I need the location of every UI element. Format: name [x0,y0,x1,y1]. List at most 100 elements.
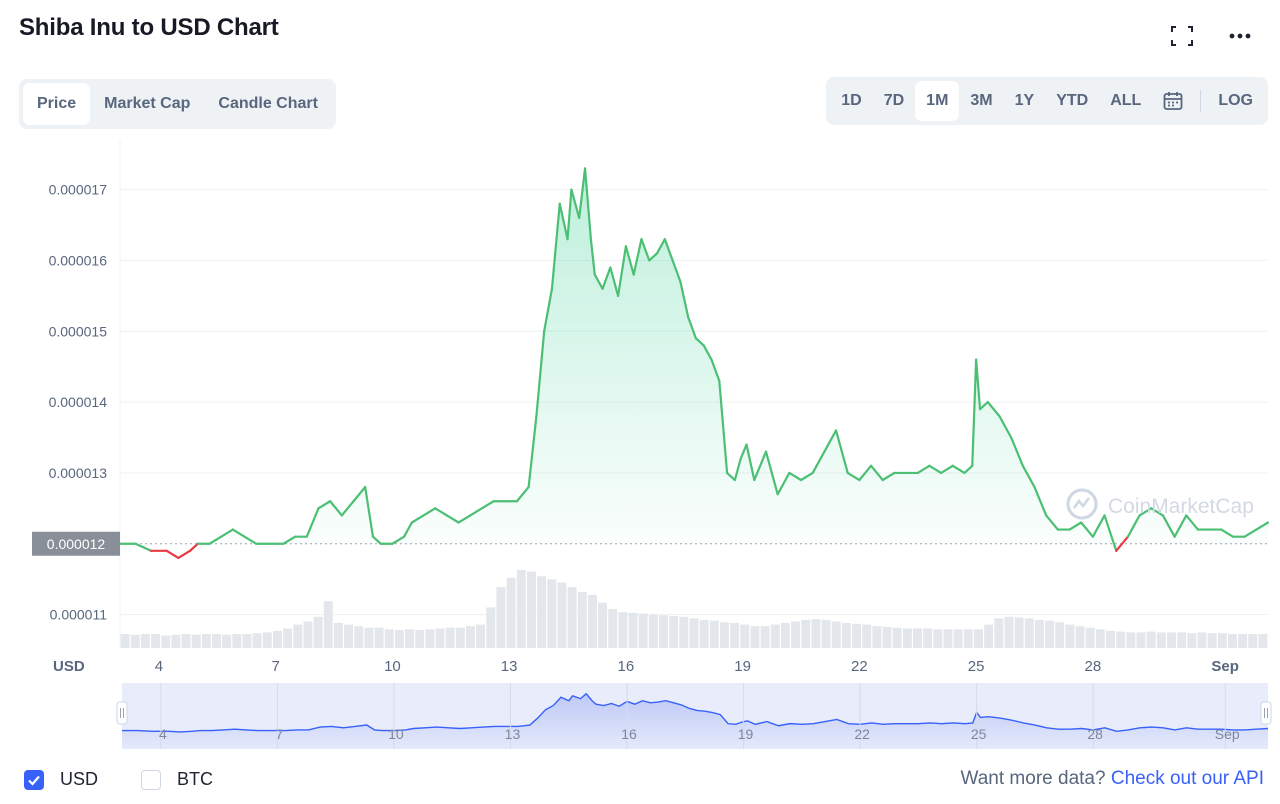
volume-bar [181,633,191,648]
volume-bar [1126,632,1136,648]
range-7d[interactable]: 7D [883,92,905,109]
price-line-segment [687,315,698,340]
price-line-segment [1068,521,1083,531]
navigator-tick-label: 13 [505,726,521,742]
price-line-segment [725,471,736,482]
btc-checkbox[interactable]: BTC [141,769,213,790]
range-3m[interactable]: 3M [970,92,993,109]
volume-bar [161,635,171,648]
navigator-right-handle[interactable] [1260,701,1272,725]
volume-bar [1167,632,1176,648]
usd-checkbox-box[interactable] [24,769,44,790]
price-line-segment [1185,514,1200,531]
price-line-segment [371,535,382,545]
price-line-segment [764,450,779,496]
volume-bar [120,633,130,648]
price-line-segment [445,514,460,524]
price-line-segment [434,507,448,517]
price-line-segment [1033,485,1048,517]
volume-bar [892,627,902,648]
volume-bar [608,609,618,648]
volume-bar [486,607,496,648]
price-line-segment [543,287,554,333]
y-tick-label: 0.000011 [50,607,108,623]
price-chart[interactable]: CoinMarketCap 0.000017 0.000016 0.000015 0.… [0,140,1280,750]
volume-bar [598,602,608,648]
volume-bar [425,629,435,648]
volume-bar [831,621,841,648]
volume-bar [923,628,933,648]
volume-bar [364,627,374,648]
range-1d[interactable]: 1D [841,92,862,109]
volume-bar [780,623,790,648]
calendar-icon[interactable] [1152,81,1194,121]
log-toggle[interactable]: LOG [1218,92,1253,109]
price-line-segment [648,252,659,262]
fullscreen-icon[interactable] [1170,24,1194,48]
volume-bar [1187,633,1197,648]
price-line-segment [188,542,199,552]
range-1y[interactable]: 1Y [1014,92,1035,109]
price-line-segment [589,238,596,276]
x-tick-label: 25 [968,658,985,675]
price-line-segment [550,202,561,290]
volume-bar [394,630,404,648]
price-line-segment [527,415,538,489]
price-line-segment [940,464,954,475]
price-line-segment [340,500,355,517]
x-tick-label: 4 [155,658,163,675]
handle-body [1260,701,1272,725]
volume-bar [659,615,669,648]
usd-checkbox[interactable]: USD [24,769,98,790]
price-line-segment [578,167,587,220]
volume-bar [476,624,486,648]
navigator-left-handle[interactable] [116,701,128,725]
price-line-segment [329,500,343,517]
navigator-tick-label: 19 [738,726,754,742]
price-line-segment [243,535,258,545]
volume-bar [1085,627,1095,648]
volume-bar [415,630,425,648]
volume-bar [1238,633,1248,648]
price-line-segment [753,450,768,482]
navigator-tick-label: 16 [621,726,637,742]
price-line-segment [971,358,978,467]
x-tick-label: 22 [851,658,868,675]
btc-checkbox-box[interactable] [141,769,161,790]
range-ytd[interactable]: YTD [1056,92,1089,109]
volume-bar [405,629,415,648]
x-tick-label: 7 [271,658,279,675]
volume-bar [1258,633,1268,648]
price-line-segment [1173,514,1188,538]
volume-bar [232,633,242,648]
price-chart-svg: CoinMarketCap 0.000017 0.000016 0.000015 0.… [32,140,1272,749]
volume-bar [821,619,831,648]
y-tick-label: 0.000017 [49,182,108,198]
tab-price[interactable]: Price [23,83,91,125]
volume-bar [293,624,303,648]
price-line-segment [928,464,943,475]
volume-bar [466,626,475,648]
range-all[interactable]: ALL [1110,92,1142,109]
price-line-segment [733,457,742,482]
range-1m[interactable]: 1M [915,81,960,121]
price-line-segment [811,450,826,475]
price-line-segment [655,238,666,255]
tab-candle-chart[interactable]: Candle Chart [218,95,318,112]
price-line-segment [583,167,592,241]
volume-bar [435,628,445,648]
api-link[interactable]: Check out our API [1110,768,1264,789]
watermark-text: CoinMarketCap [1108,495,1254,518]
price-line-segment [1021,464,1036,489]
tab-market-cap[interactable]: Market Cap [104,95,191,112]
more-icon[interactable] [1228,24,1252,48]
price-area [120,168,1268,544]
volume-bar [811,619,821,648]
price-line-segment [788,471,803,482]
volume-bar [648,614,658,648]
navigator-tick-label: 25 [971,726,987,742]
range-navigator[interactable]: 4 7 10 13 16 19 22 25 28 Sep [116,683,1272,749]
page-title: Shiba Inu to USD Chart [19,14,279,41]
volume-bar [496,587,506,648]
volume-bar [902,628,912,648]
